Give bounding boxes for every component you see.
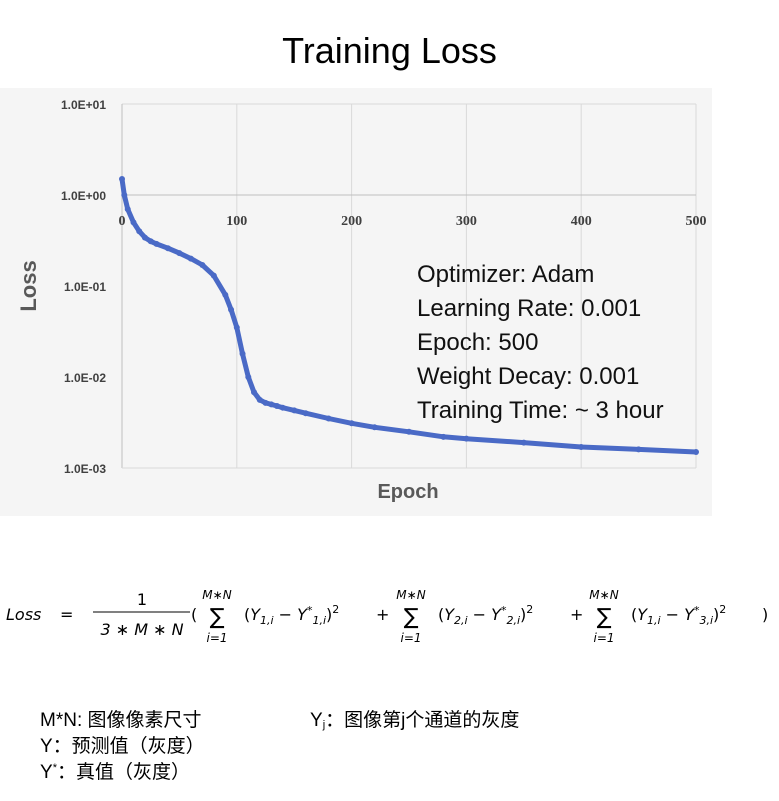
x-tick-label: 100 [226,214,247,229]
annotation-line: Learning Rate: 0.001 [417,295,641,322]
sum-symbol: ∑ [404,605,419,630]
loss-data-point [233,324,240,331]
loss-data-point [262,399,269,406]
loss-data-point [291,407,298,414]
loss-data-point [228,306,235,313]
loss-data-point [199,262,206,269]
sum-symbol: ∑ [597,605,612,630]
loss-data-point [136,228,143,235]
chart-panel [0,88,712,516]
loss-data-point [176,250,183,257]
loss-data-point [222,291,229,298]
loss-data-point [121,192,128,198]
loss-data-point [268,401,275,408]
y-tick-label: 1.0E-01 [64,280,106,294]
chart-title: Training Loss [282,30,497,71]
loss-data-point [578,444,585,451]
loss-data-point [141,234,148,241]
loss-data-point [406,428,412,435]
loss-data-point [279,404,286,411]
loss-data-point [440,433,447,440]
formula-denominator: 3 ∗ M ∗ N [100,620,183,639]
sum-term: (Y1,i − Y*1,i)2 [244,603,339,627]
loss-data-point [124,206,131,213]
y-tick-label: 1.0E+01 [61,98,106,112]
y-tick-label: 1.0E+00 [61,189,106,203]
legend-y: Y：预测值（灰度） [40,736,205,757]
loss-formula: Loss = 1 3 ∗ M ∗ N ( M∗N∑i=1(Y1,i − Y*1,… [6,588,768,645]
formula-plus: + [570,605,583,624]
loss-data-point [164,245,171,252]
loss-data-point [187,255,194,262]
loss-data-point [239,350,246,357]
formula-close-paren: ) [762,605,768,624]
sum-upper-limit: M∗N [396,588,425,602]
loss-data-point [245,374,252,380]
x-axis-label: Epoch [377,481,438,503]
annotation-box: Optimizer: Adam Learning Rate: 0.001 Epoch… [417,261,664,424]
loss-data-point [119,175,125,182]
loss-data-point [371,424,378,431]
loss-data-point [153,240,160,247]
formula-terms: M∗N∑i=1(Y1,i − Y*1,i)2 +M∗N∑i=1(Y2,i − Y*… [202,588,726,645]
x-tick-label: 500 [686,214,707,229]
loss-data-point [325,415,332,422]
loss-data-point [147,238,154,245]
x-tick-label: 0 [119,214,126,229]
loss-data-point [463,435,470,442]
loss-data-point [302,410,309,417]
loss-data-point [348,420,355,427]
legend-yj: Yj：图像第j个通道的灰度 [310,710,520,731]
sum-upper-limit: M∗N [589,588,618,602]
grid-layer [122,103,697,468]
formula-numerator: 1 [137,590,147,609]
loss-data-point [130,219,137,226]
formula-open-paren: ( [191,605,197,624]
loss-data-point [520,439,527,446]
loss-data-point [210,272,217,279]
loss-data-point [635,446,642,453]
y-axis-label: Loss [16,260,41,311]
annotation-line: Optimizer: Adam [417,261,594,288]
sum-lower-limit: i=1 [206,631,227,645]
x-tick-label: 400 [571,214,592,229]
sum-symbol: ∑ [210,605,225,630]
legend-mn: M*N: 图像像素尺寸 [40,710,202,731]
sum-lower-limit: i=1 [593,631,614,645]
loss-data-point [273,403,280,410]
legend-ystar: Y*：真值（灰度） [40,762,190,783]
loss-chart: 1.0E+01 1.0E+00 1.0E-01 1.0E-02 1.0E-03 0 100 2… [16,98,707,503]
formula-equals: = [60,605,73,624]
sum-term: (Y1,i − Y*3,i)2 [631,603,726,627]
sum-upper-limit: M∗N [202,588,231,602]
loss-data-point [256,396,263,403]
formula-plus: + [376,605,389,624]
sum-lower-limit: i=1 [400,631,421,645]
sum-term: (Y2,i − Y*2,i)2 [438,603,533,627]
x-tick-label: 300 [456,214,477,229]
y-tick-label: 1.0E-02 [64,371,106,385]
series-layer [119,175,699,455]
tick-layer: 1.0E+01 1.0E+00 1.0E-01 1.0E-02 1.0E-03 0 100 2… [61,98,707,476]
loss-data-point [251,389,258,396]
annotation-line: Training Time: ~ 3 hour [417,397,664,424]
axis-layer [121,104,696,469]
y-tick-label: 1.0E-03 [64,462,106,476]
annotation-line: Epoch: 500 [417,329,538,356]
loss-data-point [693,448,699,455]
annotation-line: Weight Decay: 0.001 [417,363,639,390]
formula-lhs: Loss [6,605,41,624]
x-tick-label: 200 [341,214,362,229]
